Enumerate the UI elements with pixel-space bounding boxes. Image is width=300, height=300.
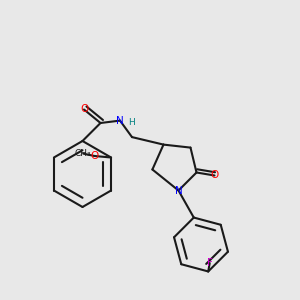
Text: N: N — [116, 116, 124, 126]
Text: N: N — [175, 185, 182, 196]
Text: H: H — [128, 118, 134, 127]
Text: F: F — [207, 258, 213, 268]
Text: CH₃: CH₃ — [75, 149, 92, 158]
Text: O: O — [210, 170, 219, 181]
Text: O: O — [91, 151, 99, 161]
Text: O: O — [80, 104, 88, 115]
